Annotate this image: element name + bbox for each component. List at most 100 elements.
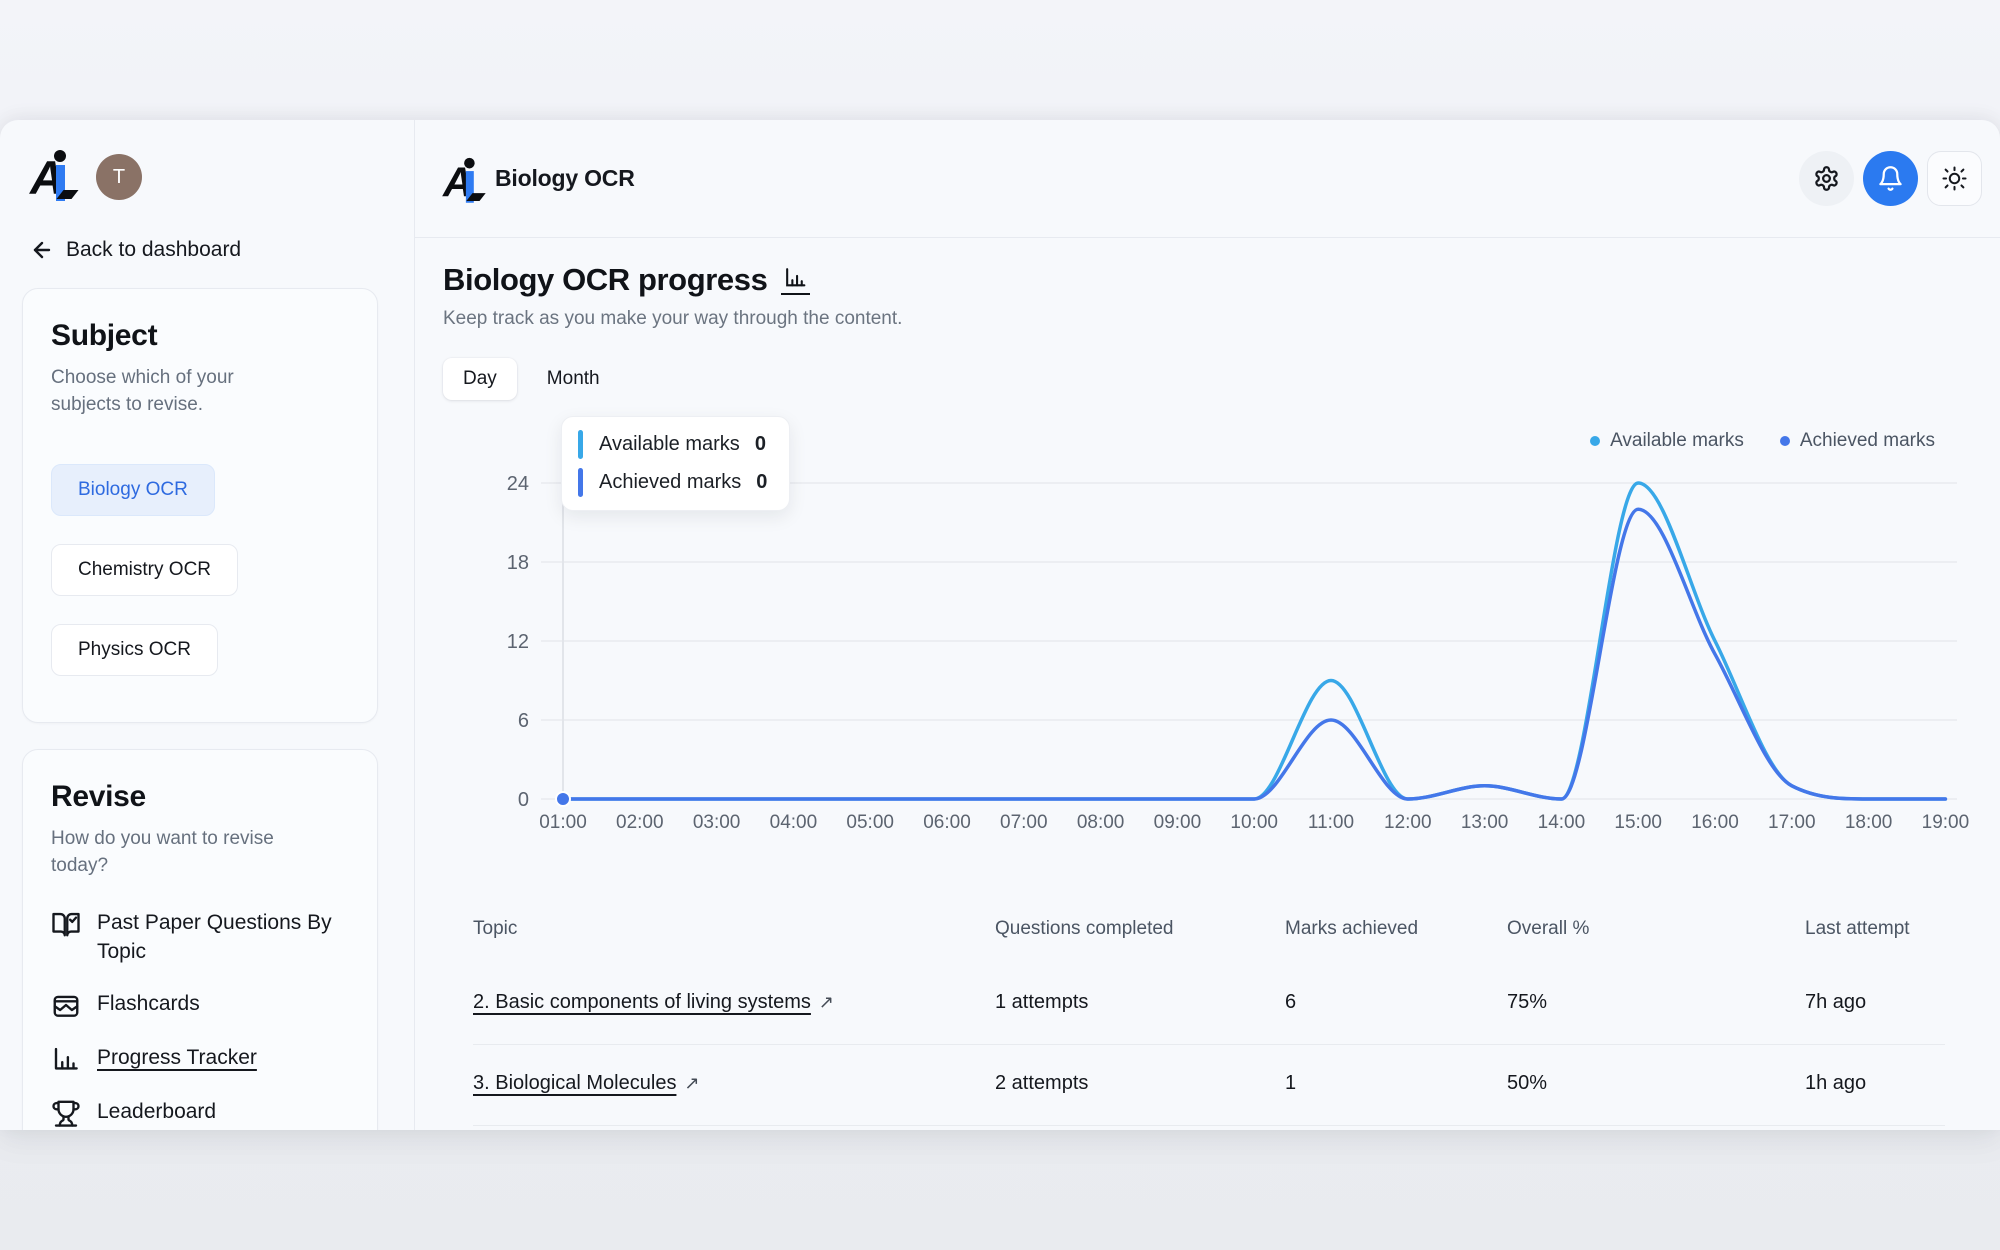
tooltip-color-bar bbox=[578, 430, 583, 459]
subject-header-title: Biology OCR bbox=[495, 165, 635, 191]
subject-button-physics-ocr[interactable]: Physics OCR bbox=[51, 624, 218, 677]
svg-text:04:00: 04:00 bbox=[770, 812, 818, 833]
svg-text:24: 24 bbox=[507, 473, 529, 495]
tab-day[interactable]: Day bbox=[443, 358, 517, 400]
arrow-left-icon bbox=[33, 241, 51, 259]
menu-item-past-paper-questions[interactable]: Past Paper Questions By Topic bbox=[51, 909, 349, 966]
menu-item-flashcards[interactable]: Flashcards bbox=[51, 990, 349, 1020]
topic-link-label: 2. Basic components of living systems bbox=[473, 991, 811, 1013]
table-row: 2. Basic components of living systems ↗ … bbox=[473, 964, 1945, 1045]
svg-text:19:00: 19:00 bbox=[1922, 812, 1970, 833]
svg-text:02:00: 02:00 bbox=[616, 812, 664, 833]
svg-text:10:00: 10:00 bbox=[1230, 812, 1278, 833]
col-header-questions-completed: Questions completed bbox=[995, 918, 1174, 939]
subject-button-biology-ocr[interactable]: Biology OCR bbox=[51, 464, 215, 517]
subject-card: Subject Choose which of your subjects to… bbox=[22, 288, 378, 724]
legend-item-available[interactable]: Available marks bbox=[1590, 430, 1744, 452]
sidebar-logo-row: A T bbox=[30, 150, 378, 204]
subject-card-subtitle: Choose which of your subjects to revise. bbox=[51, 367, 234, 415]
table-row: 3. Biological Molecules ↗ 2 attempts 1 5… bbox=[473, 1045, 1945, 1126]
cell-questions-completed: 1 attempts bbox=[995, 991, 1089, 1013]
app-logo-icon: A bbox=[443, 157, 486, 203]
chart-legend: Available marks Achieved marks bbox=[1590, 430, 1935, 452]
legend-dot bbox=[1590, 436, 1601, 446]
bar-chart-icon bbox=[51, 1044, 81, 1074]
svg-text:08:00: 08:00 bbox=[1077, 812, 1125, 833]
app-window: A T Back to dashboard Subject Choose whi… bbox=[0, 120, 2000, 1130]
topic-link-label: 3. Biological Molecules bbox=[473, 1072, 677, 1094]
menu-item-label: Flashcards bbox=[97, 992, 200, 1016]
menu-item-label: Progress Tracker bbox=[97, 1046, 257, 1070]
svg-text:12: 12 bbox=[507, 631, 529, 653]
revise-card-subtitle: How do you want to revise today? bbox=[51, 828, 274, 876]
user-avatar[interactable]: T bbox=[96, 154, 142, 200]
main-area: A Biology OCR Bi bbox=[415, 120, 2000, 1130]
tooltip-value: 0 bbox=[756, 471, 768, 493]
external-link-icon: ↗ bbox=[818, 992, 835, 1013]
sidebar: A T Back to dashboard Subject Choose whi… bbox=[0, 120, 415, 1130]
tooltip-row-achieved: Achieved marks 0 bbox=[578, 468, 767, 497]
svg-text:15:00: 15:00 bbox=[1614, 812, 1662, 833]
svg-text:16:00: 16:00 bbox=[1691, 812, 1739, 833]
col-header-overall-pct: Overall % bbox=[1507, 918, 1590, 939]
legend-item-achieved[interactable]: Achieved marks bbox=[1779, 430, 1935, 452]
brand: A Biology OCR bbox=[443, 155, 635, 203]
cell-questions-completed: 2 attempts bbox=[995, 1072, 1089, 1094]
svg-text:07:00: 07:00 bbox=[1000, 812, 1048, 833]
cell-last-attempt: 1h ago bbox=[1805, 1072, 1867, 1094]
notifications-button[interactable] bbox=[1863, 151, 1918, 206]
progress-chart: Available marks Achieved marks Available… bbox=[443, 414, 1969, 864]
back-link-label: Back to dashboard bbox=[66, 238, 242, 261]
svg-text:18:00: 18:00 bbox=[1845, 812, 1893, 833]
svg-text:05:00: 05:00 bbox=[846, 812, 894, 833]
subject-button-chemistry-ocr[interactable]: Chemistry OCR bbox=[51, 544, 239, 597]
menu-item-progress-tracker[interactable]: Progress Tracker bbox=[51, 1044, 349, 1074]
svg-text:13:00: 13:00 bbox=[1461, 812, 1509, 833]
page-title-row: Biology OCR progress bbox=[443, 262, 1945, 298]
table-header-row: Topic Questions completed Marks achieved… bbox=[473, 908, 1945, 964]
sun-icon bbox=[1942, 166, 1967, 191]
svg-text:03:00: 03:00 bbox=[693, 812, 741, 833]
page-title: Biology OCR progress bbox=[443, 262, 768, 297]
line-chart-canvas[interactable]: 24 18 12 6 0 01:00 02:00 03:00 04:00 05:00 06:00 07… bbox=[443, 414, 1969, 862]
revise-card-title: Revise bbox=[51, 780, 146, 814]
revise-card: Revise How do you want to revise today? … bbox=[22, 749, 378, 1130]
range-tabs: Day Month bbox=[443, 358, 1945, 400]
page-subtitle: Keep track as you make your way through … bbox=[443, 308, 903, 329]
chart-icon bbox=[781, 265, 811, 295]
menu-item-label: Leaderboard bbox=[97, 1100, 217, 1124]
tooltip-value: 0 bbox=[754, 433, 766, 455]
svg-text:12:00: 12:00 bbox=[1384, 812, 1432, 833]
menu-item-label: Past Paper Questions By Topic bbox=[97, 911, 332, 963]
menu-item-leaderboard[interactable]: Leaderboard bbox=[51, 1098, 349, 1128]
tab-month[interactable]: Month bbox=[527, 358, 620, 400]
tooltip-label: Available marks bbox=[599, 433, 740, 455]
col-header-topic: Topic bbox=[473, 918, 518, 939]
svg-text:17:00: 17:00 bbox=[1768, 812, 1816, 833]
legend-label: Available marks bbox=[1610, 430, 1744, 451]
tooltip-label: Achieved marks bbox=[599, 471, 742, 493]
topic-link[interactable]: 2. Basic components of living systems ↗ bbox=[473, 991, 995, 1014]
svg-text:14:00: 14:00 bbox=[1538, 812, 1586, 833]
subject-card-title: Subject bbox=[51, 319, 158, 352]
topic-link[interactable]: 3. Biological Molecules ↗ bbox=[473, 1072, 995, 1095]
theme-toggle-button[interactable] bbox=[1927, 151, 1982, 206]
topbar: A Biology OCR bbox=[415, 120, 2000, 238]
app-logo-icon: A bbox=[30, 150, 79, 204]
svg-text:06:00: 06:00 bbox=[923, 812, 971, 833]
cell-marks-achieved: 6 bbox=[1285, 991, 1297, 1013]
svg-text:01:00: 01:00 bbox=[539, 812, 587, 833]
topbar-actions bbox=[1799, 151, 1982, 206]
back-to-dashboard-link[interactable]: Back to dashboard bbox=[30, 238, 241, 262]
tooltip-row-available: Available marks 0 bbox=[578, 430, 767, 459]
svg-text:09:00: 09:00 bbox=[1154, 812, 1202, 833]
legend-dot bbox=[1779, 436, 1790, 446]
chart-tooltip: Available marks 0 Achieved marks 0 bbox=[561, 416, 791, 511]
trophy-icon bbox=[51, 1098, 81, 1128]
settings-button[interactable] bbox=[1799, 151, 1854, 206]
col-header-marks-achieved: Marks achieved bbox=[1285, 918, 1419, 939]
svg-text:18: 18 bbox=[507, 552, 529, 574]
svg-text:0: 0 bbox=[518, 789, 529, 811]
external-link-icon: ↗ bbox=[684, 1073, 700, 1094]
flashcards-icon bbox=[51, 990, 81, 1020]
